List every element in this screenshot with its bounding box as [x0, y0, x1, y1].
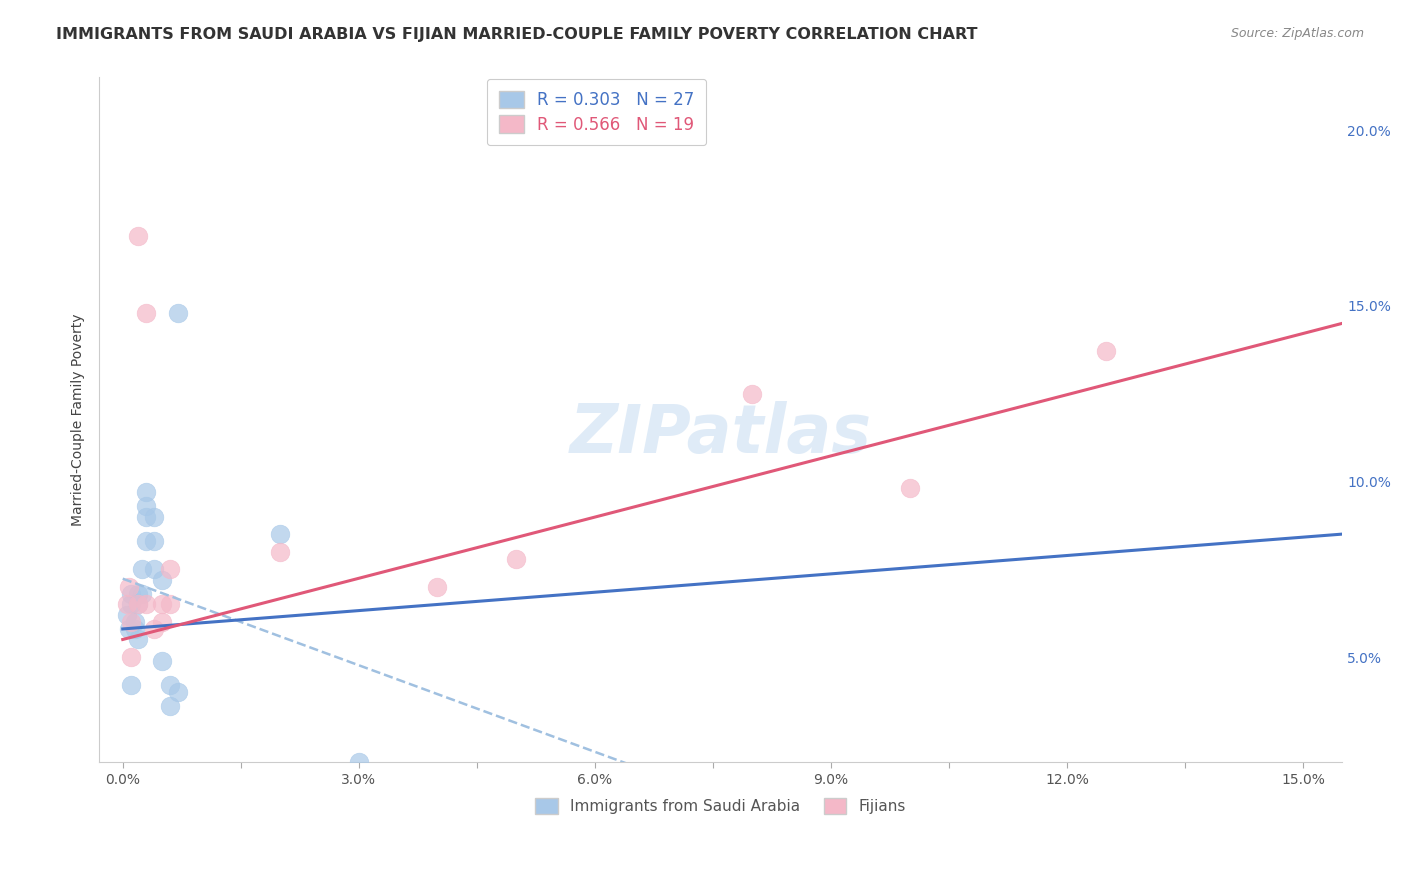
Point [135, 485, 157, 500]
Point [741, 386, 763, 401]
Text: Source: ZipAtlas.com: Source: ZipAtlas.com [1230, 27, 1364, 40]
Point [150, 573, 173, 587]
Point [143, 509, 166, 524]
Point [1095, 344, 1118, 359]
Point [269, 544, 291, 558]
Point [135, 598, 157, 612]
Point [131, 562, 153, 576]
Point [159, 562, 181, 576]
Point [505, 551, 527, 566]
Point [118, 622, 141, 636]
Point [150, 598, 173, 612]
Point [115, 598, 138, 612]
Point [135, 509, 157, 524]
Point [127, 632, 149, 647]
Point [124, 615, 146, 629]
Point [120, 678, 142, 692]
Point [347, 756, 370, 770]
Legend: Immigrants from Saudi Arabia, Fijians: Immigrants from Saudi Arabia, Fijians [526, 789, 915, 823]
Point [143, 534, 166, 549]
Point [120, 615, 142, 629]
Point [159, 598, 181, 612]
Point [115, 607, 138, 622]
Point [127, 587, 149, 601]
Point [120, 598, 142, 612]
Point [426, 580, 449, 594]
Point [135, 499, 157, 513]
Point [135, 534, 157, 549]
Point [159, 699, 181, 714]
Point [135, 306, 157, 320]
Point [118, 580, 141, 594]
Point [166, 306, 188, 320]
Y-axis label: Married-Couple Family Poverty: Married-Couple Family Poverty [72, 314, 86, 526]
Point [127, 598, 149, 612]
Point [131, 587, 153, 601]
Point [120, 650, 142, 665]
Point [150, 654, 173, 668]
Point [150, 615, 173, 629]
Point [898, 482, 921, 496]
Point [166, 685, 188, 699]
Point [159, 678, 181, 692]
Point [127, 598, 149, 612]
Text: IMMIGRANTS FROM SAUDI ARABIA VS FIJIAN MARRIED-COUPLE FAMILY POVERTY CORRELATION: IMMIGRANTS FROM SAUDI ARABIA VS FIJIAN M… [56, 27, 977, 42]
Point [127, 228, 149, 243]
Point [143, 562, 166, 576]
Point [143, 622, 166, 636]
Point [269, 527, 291, 541]
Point [120, 587, 142, 601]
Point [124, 622, 146, 636]
Text: ZIPatlas: ZIPatlas [569, 401, 872, 467]
